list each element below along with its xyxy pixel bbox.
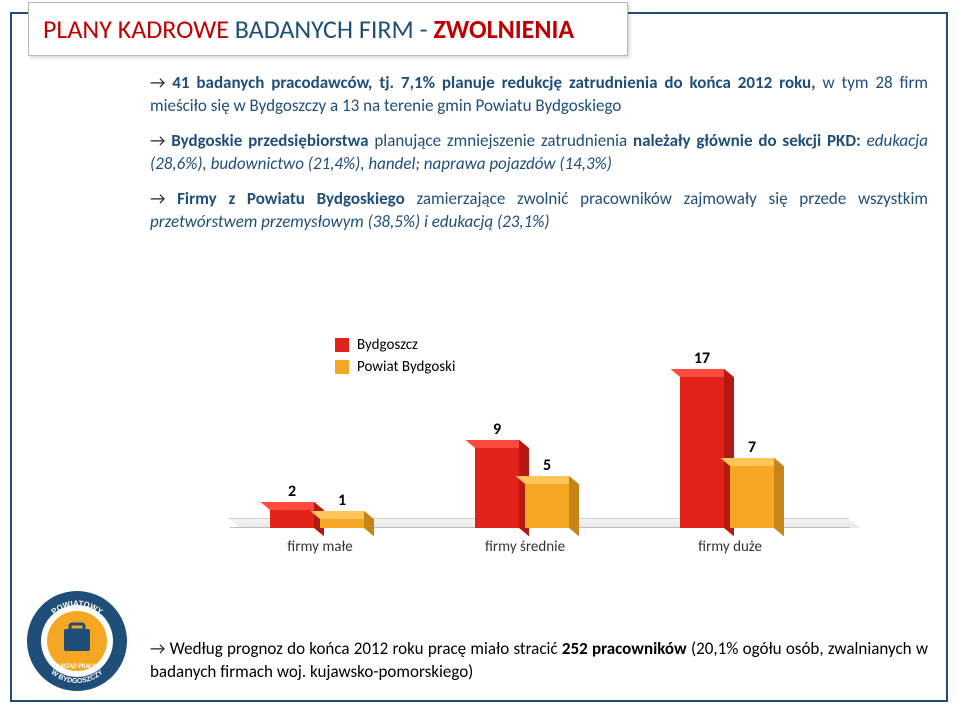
title-part3: ZWOLNIENIA	[434, 13, 575, 45]
p3-text: zamierzające zwolnić pracowników zajmowa…	[416, 188, 928, 209]
legend-label: Bydgoszcz	[357, 336, 418, 354]
chart-bar: 9	[475, 448, 519, 528]
title-box: PLANY KADROWE BADANYCH FIRM - ZWOLNIENIA	[28, 2, 628, 56]
chart-bar-label: 2	[270, 482, 314, 501]
legend-item-bydgoszcz: Bydgoszcz	[335, 336, 455, 354]
logo: POWIATOWY W BYDGOSZCZY URZĄD PRACY	[22, 586, 132, 696]
p3-italic: przetwórstwem przemysłowym (38,5%) i edu…	[150, 211, 550, 232]
arrow-icon: →	[150, 188, 177, 209]
content-area: → 41 badanych pracodawców, tj. 7,1% plan…	[150, 72, 928, 246]
paragraph-3: → Firmy z Powiatu Bydgoskiego zamierzają…	[150, 188, 928, 234]
arrow-icon: →	[150, 72, 172, 93]
logo-svg: POWIATOWY W BYDGOSZCZY URZĄD PRACY	[22, 586, 132, 696]
arrow-icon: →	[150, 130, 171, 151]
chart-bar: 17	[680, 377, 724, 528]
chart-bar: 2	[270, 510, 314, 528]
chart-bar-label: 7	[730, 438, 774, 457]
bottom-text3: woj. kujawsko-pomorskiego	[277, 661, 468, 682]
title-part1: PLANY KADROWE	[43, 13, 235, 45]
paragraph-bottom: → Według prognoz do końca 2012 roku prac…	[150, 638, 928, 684]
bottom-bold: 252 pracowników	[562, 638, 691, 659]
logo-mid-text: URZĄD PRACY	[58, 662, 97, 670]
chart-bar-label: 1	[320, 491, 364, 510]
p3-bold: Firmy z Powiatu Bydgoskiego	[177, 188, 416, 209]
chart-xlabel: firmy średnie	[450, 538, 600, 556]
p2-bold2: należały głównie do sekcji PKD:	[633, 130, 867, 151]
p2-text: planujące zmniejszenie zatrudnienia	[374, 130, 633, 151]
bar-chart: firmy małe21firmy średnie95firmy duże177	[230, 358, 850, 568]
chart-bar-label: 9	[475, 420, 519, 439]
chart-xlabel: firmy duże	[655, 538, 805, 556]
paragraph-1: → 41 badanych pracodawców, tj. 7,1% plan…	[150, 72, 928, 118]
chart-bar-label: 17	[680, 349, 724, 368]
arrow-icon: →	[150, 638, 170, 659]
paragraph-2: → Bydgoskie przedsiębiorstwa planujące z…	[150, 130, 928, 176]
legend-swatch	[335, 338, 349, 352]
chart-bar: 5	[525, 484, 569, 528]
p2-bold: Bydgoskie przedsiębiorstwa	[171, 130, 374, 151]
chart-bar: 1	[320, 519, 364, 528]
chart-xlabel: firmy małe	[245, 538, 395, 556]
title-part2: BADANYCH FIRM -	[235, 13, 434, 45]
p1-bold: 41 badanych pracodawców, tj. 7,1% planuj…	[172, 72, 822, 93]
bottom-text4: )	[468, 661, 473, 682]
chart-bar-label: 5	[525, 456, 569, 475]
chart-bar: 7	[730, 466, 774, 528]
bottom-text1: Według prognoz do końca 2012 roku pracę …	[170, 638, 562, 659]
